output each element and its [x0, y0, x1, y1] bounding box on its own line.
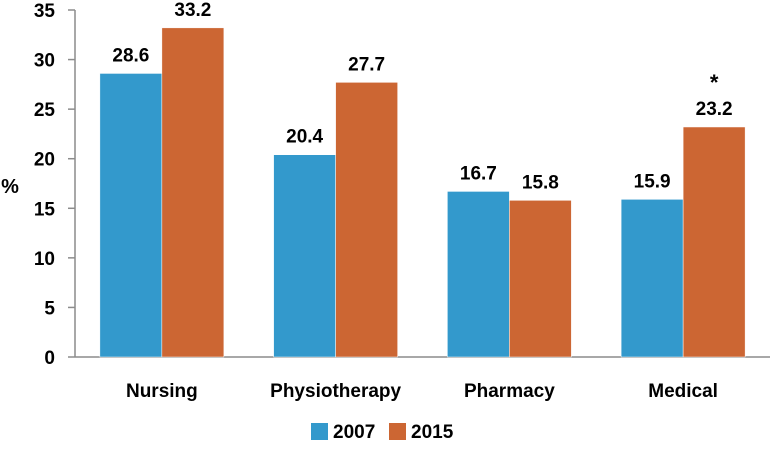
y-tick-label: 0	[44, 348, 55, 369]
data-label: 20.4	[286, 127, 323, 148]
bar-2015-nursing	[161, 27, 225, 358]
data-label: 15.9	[634, 171, 671, 192]
legend-label: 2007	[333, 422, 375, 443]
data-label: 33.2	[174, 0, 211, 21]
x-tick-label: Nursing	[126, 381, 198, 402]
y-tick-label: 25	[34, 100, 56, 121]
data-label: 16.7	[460, 163, 497, 184]
bar-2007-physiotherapy	[273, 154, 336, 358]
data-label: 28.6	[112, 45, 149, 66]
legend-label: 2015	[411, 422, 454, 443]
bar-2007-nursing	[99, 73, 163, 358]
y-axis-label: %	[1, 176, 19, 198]
bar-2007-pharmacy	[447, 191, 510, 358]
data-label: 15.8	[522, 172, 559, 193]
x-tick-label: Medical	[648, 381, 718, 402]
significance-annotation: *	[710, 70, 719, 95]
y-tick-label: 15	[34, 199, 56, 220]
bar-2015-physiotherapy	[335, 82, 398, 358]
y-tick-label: 35	[34, 1, 56, 22]
bar-2015-medical	[682, 126, 746, 358]
legend-swatch-2007	[311, 423, 328, 440]
bar-2015-pharmacy	[509, 200, 572, 358]
data-label: 23.2	[696, 99, 733, 120]
y-tick-label: 20	[34, 150, 55, 171]
data-label: 27.7	[348, 54, 385, 75]
x-tick-label: Physiotherapy	[270, 381, 401, 402]
legend-swatch-2015	[389, 423, 406, 440]
y-tick-label: 30	[34, 51, 55, 72]
bar-2007-medical	[620, 199, 684, 358]
y-tick-label: 5	[44, 298, 55, 319]
x-tick-label: Pharmacy	[464, 381, 555, 402]
y-tick-label: 10	[34, 249, 55, 270]
